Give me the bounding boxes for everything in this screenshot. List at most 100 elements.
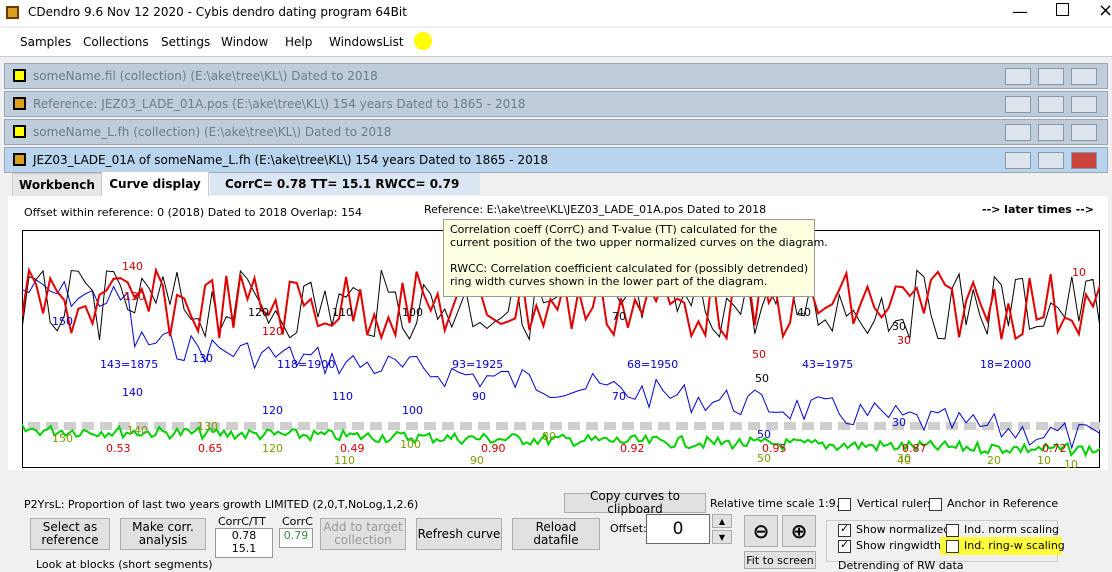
button[interactable]: Reload datafile [512, 518, 600, 550]
button[interactable]: Copy curves to clipboard [564, 490, 706, 516]
spin-up[interactable]: ▲ [712, 514, 732, 528]
title-bar: CDendro 9.6 Nov 12 2020 - Cybis dendro d… [0, 0, 1112, 26]
menu-item[interactable]: Collections [83, 35, 149, 49]
btn[interactable] [1038, 124, 1064, 141]
gap-block [946, 422, 958, 430]
label: Vertical rulers [857, 497, 934, 510]
status: P2YrsL: Proportion of last two years gro… [24, 498, 419, 511]
gap-block [118, 422, 130, 430]
checkbox[interactable] [838, 498, 851, 511]
diagram-label: 118=1900 [277, 358, 335, 371]
tab[interactable]: Workbench [12, 173, 102, 197]
btn[interactable] [1071, 152, 1097, 169]
diagram-label: 140 [122, 386, 143, 399]
child-window-bar[interactable]: someName_L.fh (collection) (E:\ake\tree\… [4, 119, 1108, 145]
diagram-label: 30 [892, 416, 906, 429]
diagram-label: 43=1975 [802, 358, 853, 371]
later-times: --> later times --> [982, 203, 1095, 216]
diagram-label: 0.72 [1042, 442, 1067, 455]
child-window-bar[interactable]: someName.fil (collection) (E:\ake\tree\K… [4, 63, 1108, 89]
gap-block [712, 422, 724, 430]
gap-block [514, 422, 526, 430]
value: 0.79 [279, 528, 313, 548]
menu-item[interactable]: Help [285, 35, 313, 49]
diagram-label: 100 [400, 438, 421, 451]
checkbox[interactable]: ✓ [838, 522, 851, 537]
diagram-label: 50 [755, 372, 769, 385]
value: 15.1 [231, 542, 257, 555]
label: Look at blocks (short segments) [36, 558, 213, 571]
btn[interactable] [1038, 152, 1064, 169]
diagram-label: 50 [757, 452, 771, 465]
btn[interactable] [1071, 96, 1097, 113]
btn[interactable] [1038, 68, 1064, 85]
spin-down[interactable]: ▼ [712, 530, 732, 544]
diagram-label: 130 [192, 352, 213, 365]
corr-box: 0.78 15.1 [215, 528, 273, 558]
gap-block [676, 422, 688, 430]
btn[interactable] [1071, 68, 1097, 85]
label: Ind. norm scaling [964, 523, 1060, 536]
button[interactable]: Make corr. analysis [120, 518, 206, 550]
gap-block [82, 422, 94, 430]
gap-block [748, 422, 760, 430]
diagram-label: 30 [897, 334, 911, 347]
gap-block [658, 422, 670, 430]
window-title: CDendro 9.6 Nov 12 2020 - Cybis dendro d… [28, 5, 407, 19]
gap-block [298, 422, 310, 430]
gap-block [874, 422, 886, 430]
menu-item[interactable]: Window [221, 35, 269, 49]
gap-block [136, 422, 148, 430]
minimize[interactable]: — [1012, 2, 1028, 21]
diagram-label: 140 [127, 424, 148, 437]
icon[interactable] [414, 32, 432, 50]
btn[interactable] [1005, 96, 1031, 113]
checkbox[interactable]: ✓ [838, 538, 851, 553]
zoom-in[interactable]: ⊕ [782, 515, 816, 547]
diagram-label: 40 [797, 306, 811, 319]
label: CorrC [282, 515, 313, 528]
checkbox[interactable] [946, 524, 959, 537]
stats: CorrC= 0.78 TT= 15.1 RWCC= 0.79 [210, 173, 480, 195]
tab-active[interactable]: Curve display [101, 171, 209, 197]
btn[interactable] [1005, 124, 1031, 141]
menu-item[interactable]: Settings [161, 35, 211, 49]
reference-info: Reference: E:\ake\tree\KL\JEZ03_LADE_01A… [424, 203, 767, 216]
gap-block [154, 422, 166, 430]
diagram-label: 30 [892, 320, 906, 333]
menu-item[interactable]: WindowsList [329, 35, 404, 49]
gap-block [694, 422, 706, 430]
gap-block [856, 422, 868, 430]
gap-block [262, 422, 274, 430]
gap-block [892, 422, 904, 430]
btn[interactable] [1005, 152, 1031, 169]
button[interactable]: Select as reference [30, 518, 110, 550]
highlight [940, 537, 1062, 555]
btn[interactable] [1071, 124, 1097, 141]
menu-item[interactable]: Samples [20, 35, 72, 49]
gap-block [586, 422, 598, 430]
diagram-label: 143=1875 [100, 358, 158, 371]
zoom-out[interactable]: ⊖ [744, 515, 778, 547]
app-icon [6, 6, 19, 19]
gap-block [1018, 422, 1030, 430]
offset-input[interactable]: 0 [646, 514, 710, 544]
child-title: Reference: JEZ03_LADE_01A.pos (E:\ake\tr… [33, 97, 526, 111]
child-window-bar[interactable]: Reference: JEZ03_LADE_01A.pos (E:\ake\tr… [4, 91, 1108, 117]
button[interactable]: Refresh curve [416, 518, 502, 550]
btn[interactable] [1005, 68, 1031, 85]
diagram-label: 110 [332, 390, 353, 403]
close[interactable]: × [1098, 0, 1112, 21]
btn[interactable] [1038, 96, 1064, 113]
gap-block [370, 422, 382, 430]
diagram-label: 68=1950 [627, 358, 678, 371]
diagram-label: 90 [470, 454, 484, 467]
checkbox[interactable] [946, 540, 959, 553]
maximize[interactable] [1056, 3, 1069, 16]
diagram-label: 0.65 [198, 442, 223, 455]
checkbox[interactable] [929, 498, 942, 511]
gap-block [64, 422, 76, 430]
gap-block [928, 422, 940, 430]
button[interactable]: Fit to screen [744, 551, 816, 569]
diagram-label: 0.53 [106, 442, 131, 455]
